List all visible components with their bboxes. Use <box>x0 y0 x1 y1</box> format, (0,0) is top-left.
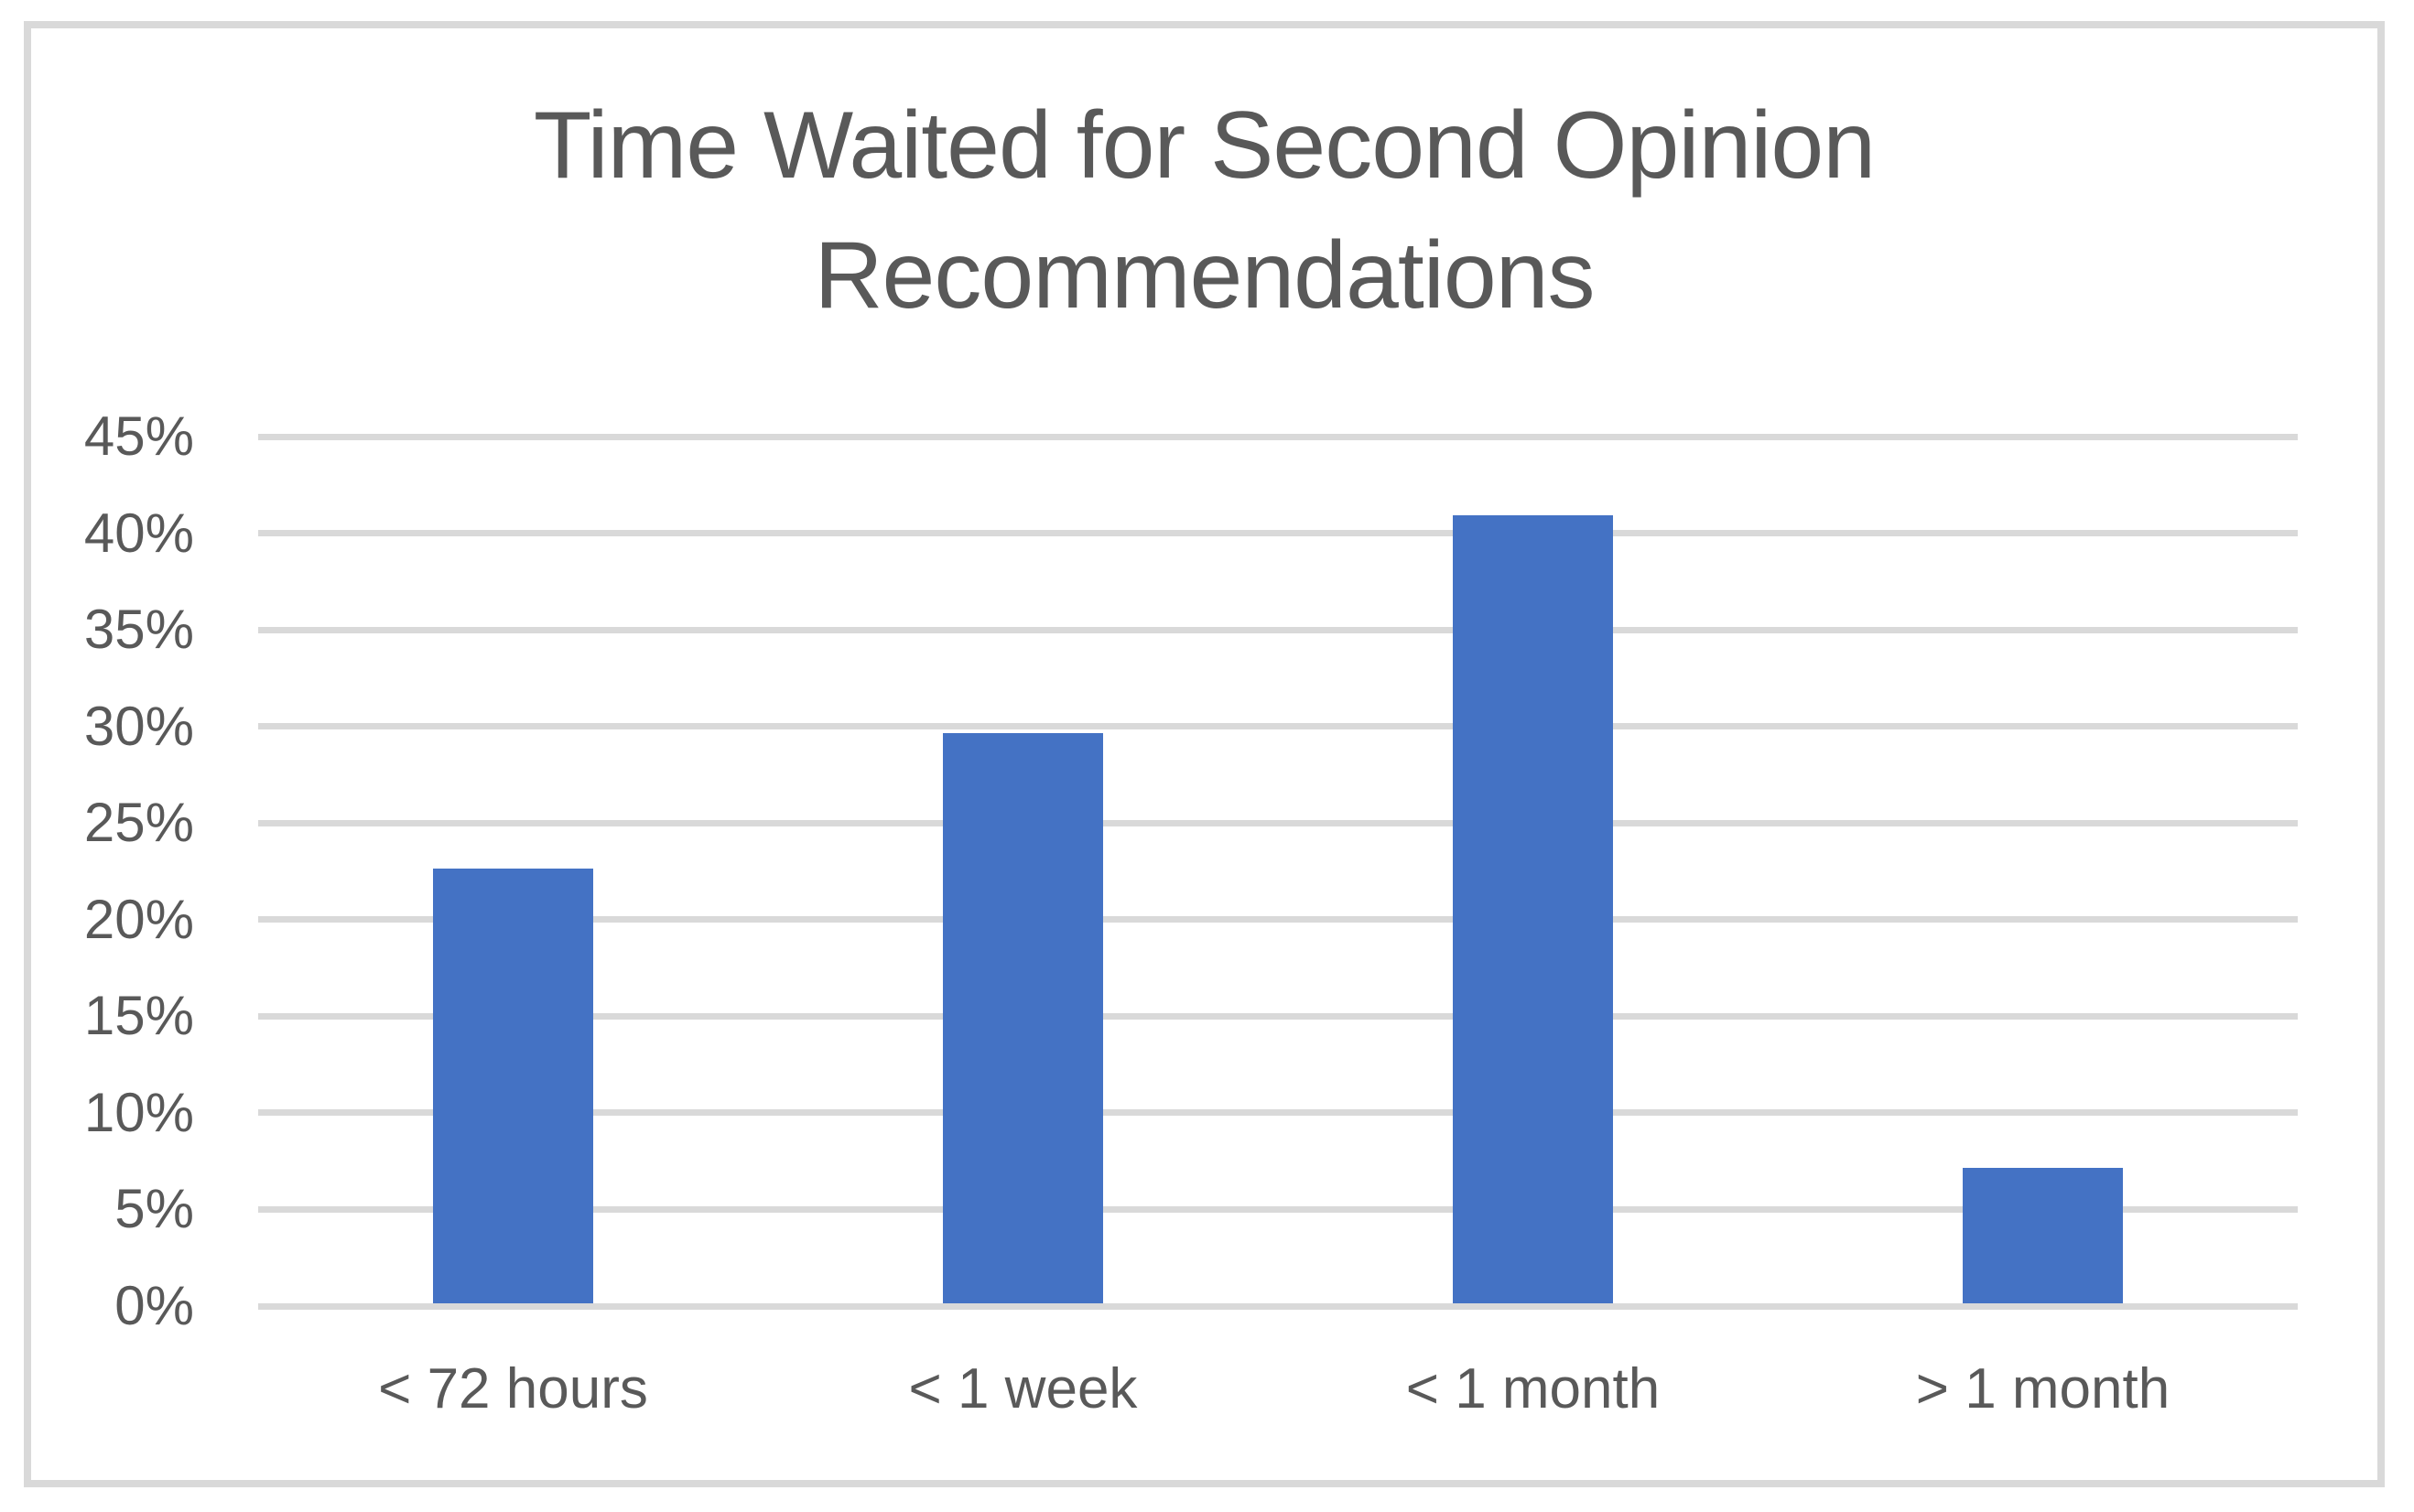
bar-lt-1-month <box>1453 515 1613 1303</box>
y-tick-label-15pct: 15% <box>83 985 194 1047</box>
x-category-label-3: > 1 month <box>1915 1357 2170 1420</box>
y-tick-label-25pct: 25% <box>83 792 194 854</box>
x-category-label-2: < 1 month <box>1405 1357 1661 1420</box>
y-tick-label-45pct: 45% <box>83 405 194 467</box>
chart-title: Time Waited for Second Opinion Recommend… <box>24 81 2385 340</box>
plot-area <box>258 433 2298 1310</box>
gridline-35pct <box>258 626 2298 633</box>
y-tick-label-10pct: 10% <box>83 1081 194 1143</box>
chart-title-line-2: Recommendations <box>814 222 1595 329</box>
y-tick-label-20pct: 20% <box>83 888 194 950</box>
gridline-20pct <box>258 916 2298 923</box>
gridline-45pct <box>258 433 2298 440</box>
y-tick-label-40pct: 40% <box>83 502 194 564</box>
bar-lt-1-week <box>943 733 1103 1303</box>
gridline-40pct <box>258 530 2298 537</box>
y-tick-label-0pct: 0% <box>114 1275 194 1336</box>
chart-title-line-1: Time Waited for Second Opinion <box>533 92 1876 199</box>
y-tick-label-30pct: 30% <box>83 695 194 757</box>
y-tick-label-35pct: 35% <box>83 599 194 661</box>
x-category-label-1: < 1 week <box>908 1357 1138 1420</box>
gridline-25pct <box>258 819 2298 826</box>
gridline-0pct <box>258 1302 2298 1310</box>
gridline-15pct <box>258 1012 2298 1020</box>
gridline-30pct <box>258 723 2298 730</box>
bar-lt-72-hours <box>433 869 593 1303</box>
gridline-10pct <box>258 1109 2298 1117</box>
gridline-5pct <box>258 1205 2298 1213</box>
x-category-label-0: < 72 hours <box>378 1357 648 1420</box>
y-tick-label-5pct: 5% <box>114 1178 194 1240</box>
bar-gt-1-month <box>1963 1168 2123 1303</box>
